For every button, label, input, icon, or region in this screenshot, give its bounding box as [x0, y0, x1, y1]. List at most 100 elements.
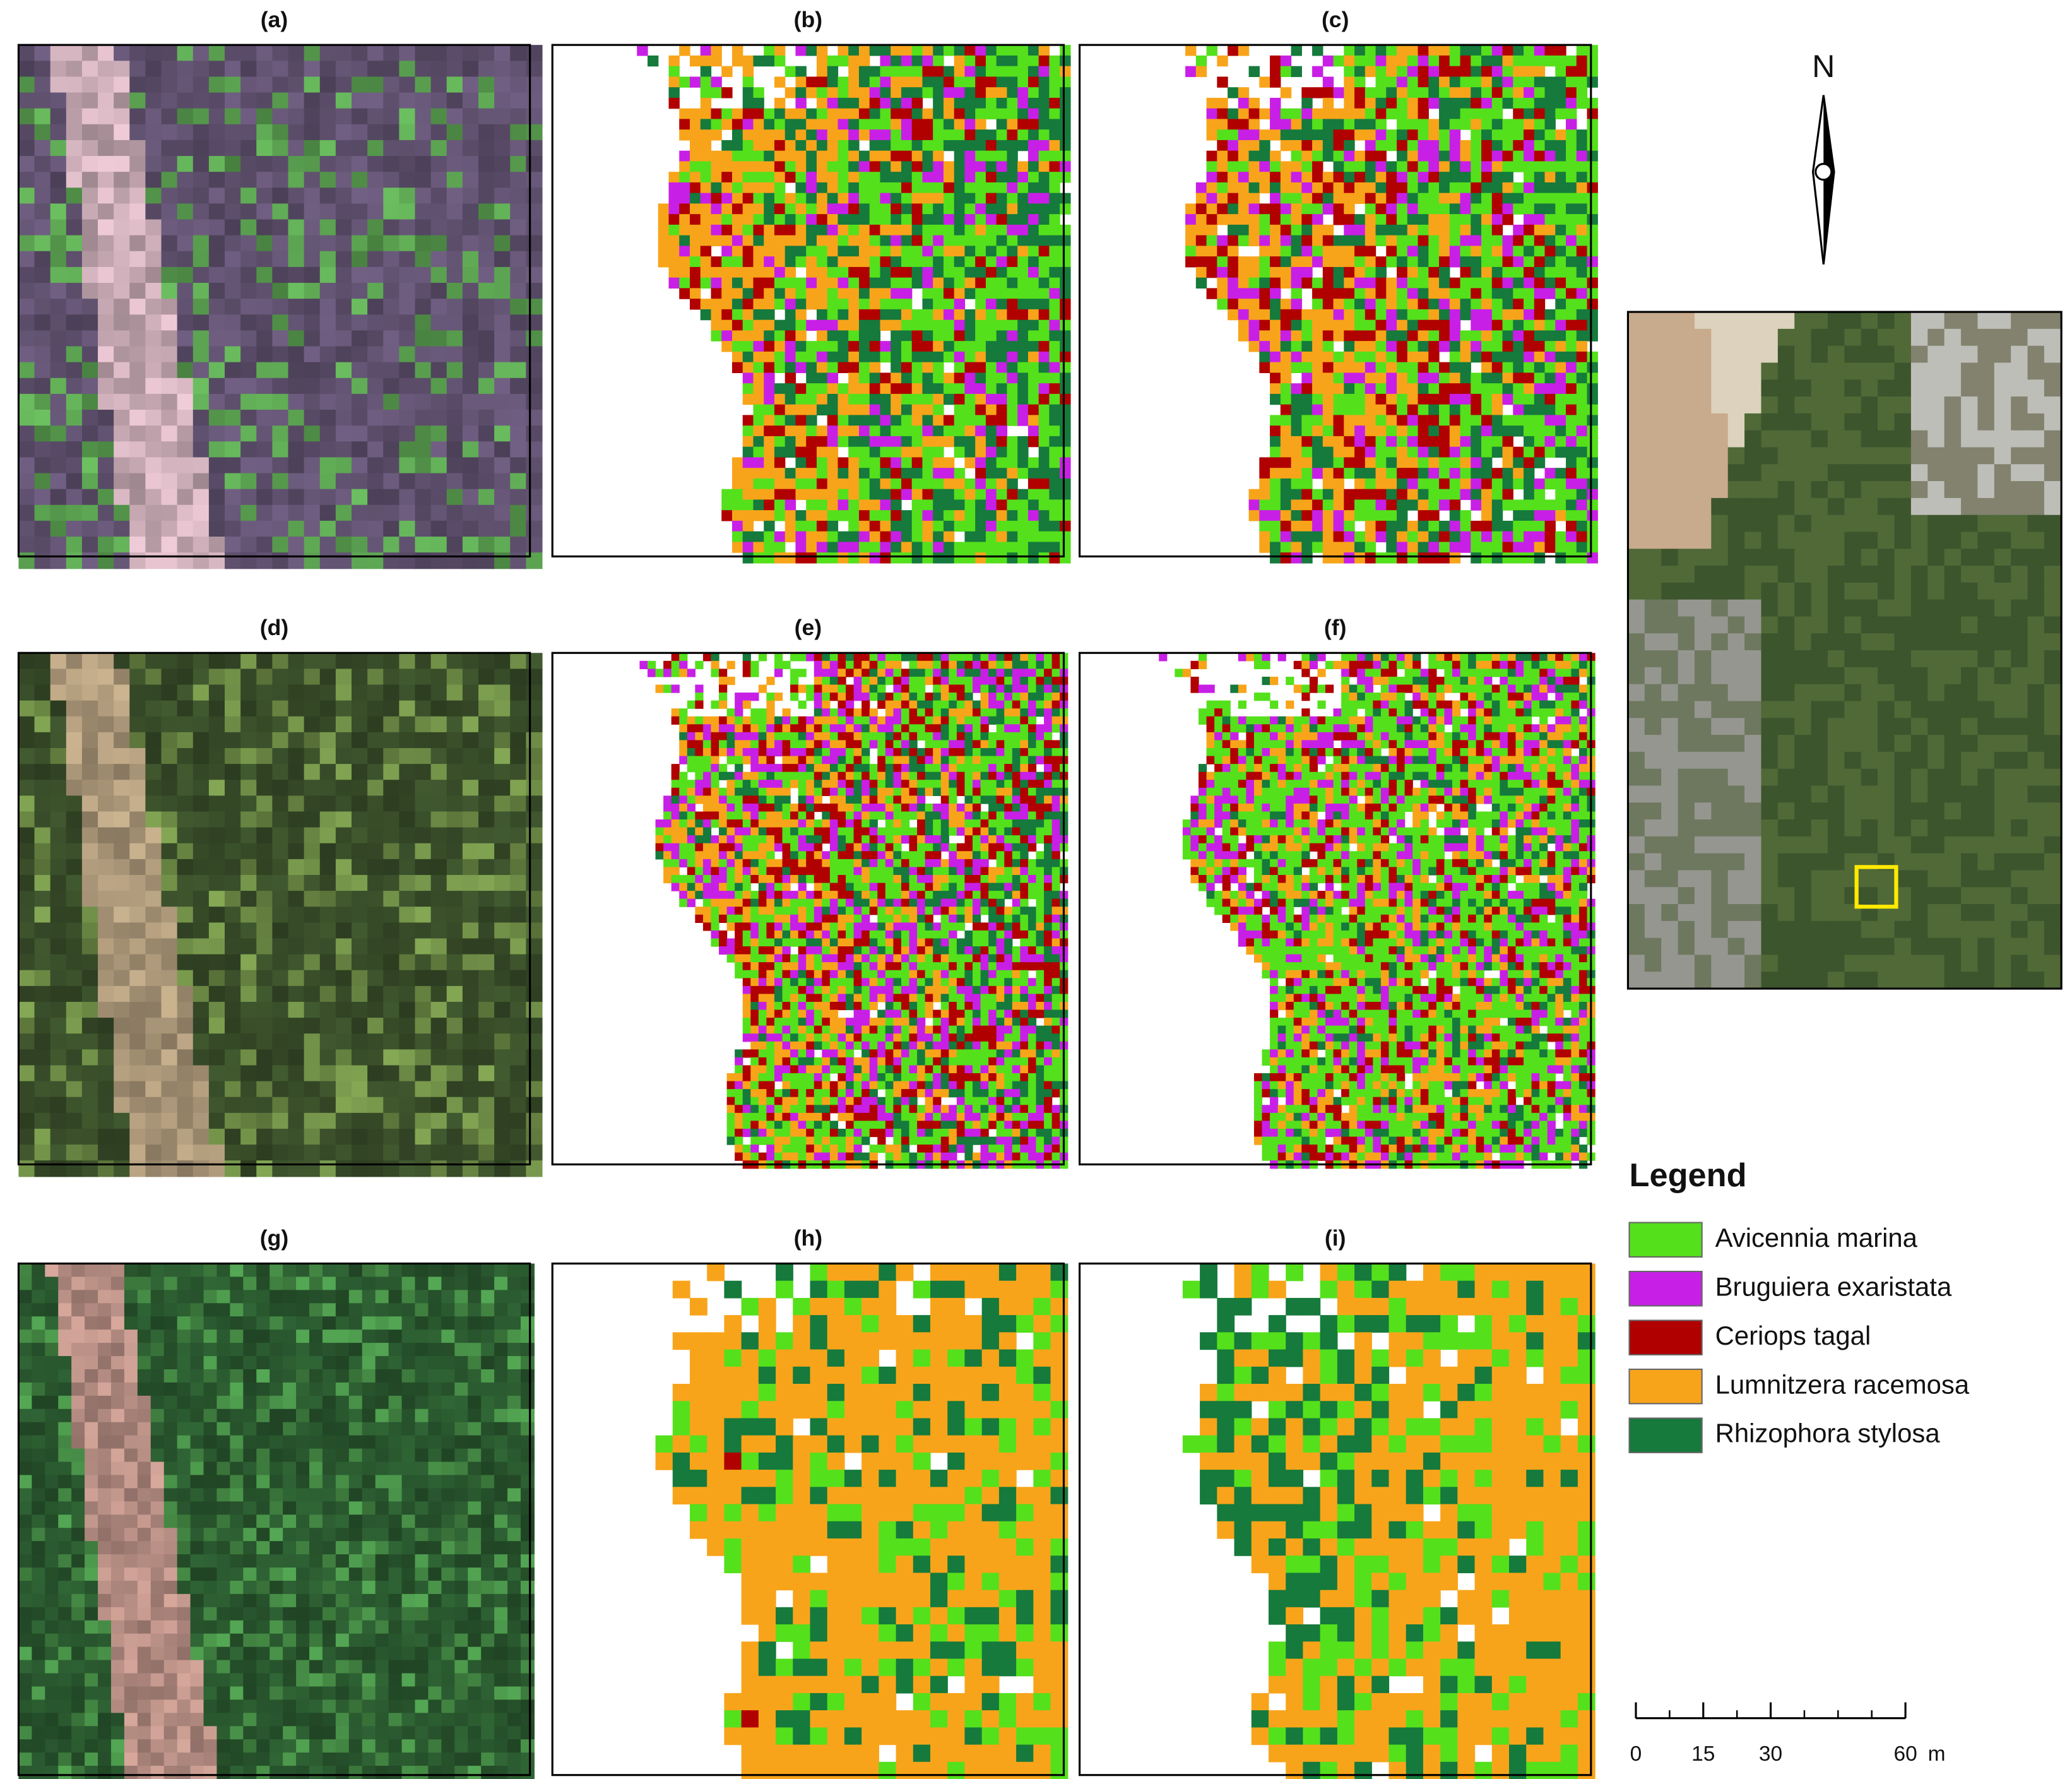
image-pixel [50, 187, 67, 205]
class-pixel [911, 193, 923, 205]
class-pixel [689, 193, 701, 205]
class-pixel [1238, 108, 1250, 120]
class-pixel [721, 489, 733, 501]
image-pixel [129, 552, 146, 569]
class-pixel [806, 436, 817, 448]
class-pixel [848, 436, 860, 448]
class-pixel [1280, 436, 1292, 448]
image-pixel [240, 684, 258, 701]
image-pixel [256, 780, 273, 797]
class-pixel [1291, 172, 1302, 183]
class-pixel [1524, 478, 1535, 490]
image-pixel [114, 795, 131, 812]
image-pixel [415, 843, 432, 860]
class-pixel [1397, 45, 1408, 56]
class-pixel [1555, 108, 1566, 120]
image-pixel [415, 489, 432, 506]
class-pixel [1418, 372, 1429, 384]
image-pixel [399, 684, 416, 701]
image-pixel [256, 425, 273, 443]
class-pixel [922, 351, 933, 363]
class-pixel [1491, 489, 1503, 501]
class-pixel [975, 468, 986, 479]
image-pixel [430, 938, 447, 955]
image-pixel [510, 393, 527, 411]
image-pixel [208, 346, 226, 363]
class-pixel [1566, 182, 1577, 194]
image-pixel [18, 938, 35, 955]
class-pixel [1344, 457, 1355, 468]
class-pixel [891, 182, 902, 194]
class-pixel [1566, 66, 1577, 78]
class-pixel [996, 97, 1008, 109]
image-pixel [462, 520, 480, 538]
class-pixel [858, 224, 870, 236]
class-pixel [848, 531, 860, 543]
class-pixel [1280, 309, 1292, 321]
class-pixel [753, 489, 764, 501]
class-pixel [1418, 214, 1429, 225]
class-pixel [1524, 288, 1535, 299]
class-pixel [1502, 266, 1513, 278]
image-pixel [494, 346, 511, 363]
class-pixel [1007, 362, 1018, 374]
class-pixel [1449, 66, 1461, 78]
class-pixel [996, 520, 1008, 532]
class-pixel [933, 478, 944, 490]
image-pixel [367, 684, 384, 701]
class-pixel [911, 351, 923, 363]
image-pixel [192, 441, 210, 458]
class-pixel [1481, 457, 1493, 468]
class-pixel [1555, 140, 1566, 152]
class-pixel [933, 246, 944, 257]
class-pixel [838, 224, 849, 236]
class-pixel [1354, 319, 1366, 331]
image-pixel [256, 346, 273, 363]
class-pixel [1280, 277, 1292, 289]
image-pixel [145, 891, 162, 908]
class-pixel [1038, 203, 1050, 215]
class-pixel [1027, 266, 1039, 278]
image-pixel [66, 669, 83, 686]
class-pixel [764, 552, 775, 564]
class-pixel [891, 404, 902, 416]
class-pixel [1460, 214, 1471, 225]
class-pixel [1566, 425, 1577, 437]
class-pixel [1365, 510, 1376, 521]
class-pixel [1418, 552, 1429, 564]
image-pixel [288, 330, 305, 347]
class-pixel [1439, 489, 1450, 501]
class-pixel [721, 288, 733, 299]
class-pixel [1491, 436, 1503, 448]
class-pixel [975, 119, 986, 130]
class-pixel [1481, 362, 1493, 374]
class-pixel [668, 97, 680, 109]
class-pixel [1333, 288, 1344, 299]
image-pixel [208, 378, 226, 395]
class-pixel [1502, 457, 1513, 468]
class-pixel [827, 489, 839, 501]
class-pixel [838, 351, 849, 363]
class-pixel [1460, 393, 1471, 405]
class-pixel [1513, 129, 1524, 141]
image-pixel [352, 251, 369, 268]
class-pixel [880, 97, 891, 109]
image-pixel [526, 537, 543, 554]
image-pixel [129, 504, 146, 521]
image-pixel [526, 393, 543, 411]
class-pixel [1060, 425, 1071, 437]
class-pixel [795, 161, 807, 172]
class-pixel [700, 140, 712, 152]
class-pixel [1038, 55, 1050, 67]
class-pixel [1301, 108, 1313, 120]
image-pixel [335, 187, 353, 205]
class-pixel [1301, 341, 1313, 352]
image-pixel [240, 859, 258, 876]
class-pixel [838, 119, 849, 130]
image-pixel [98, 251, 115, 268]
class-pixel [742, 468, 754, 479]
class-pixel [827, 214, 839, 225]
image-pixel [352, 473, 369, 490]
image-pixel [192, 266, 210, 284]
image-pixel [383, 346, 400, 363]
